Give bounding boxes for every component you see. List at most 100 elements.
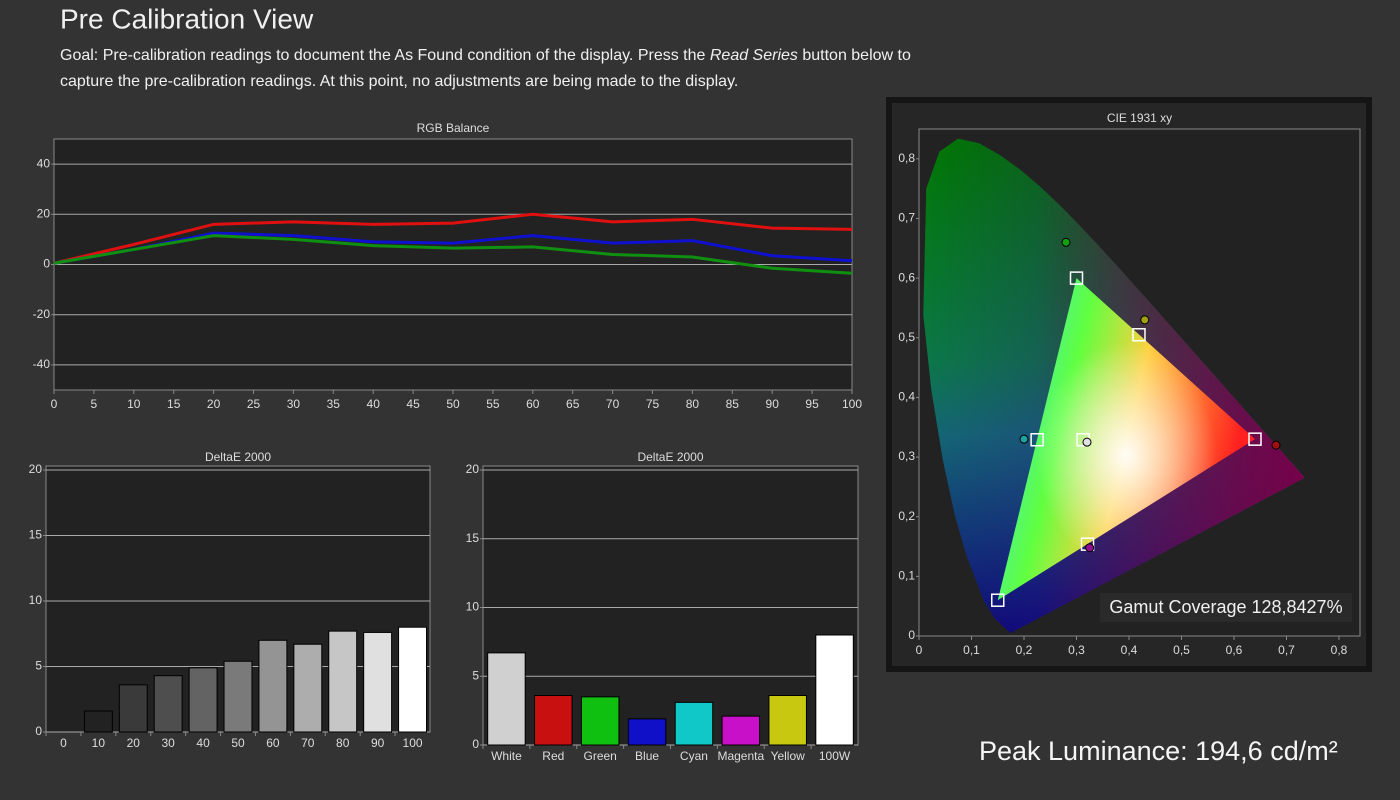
x-tick-label: 100 [842, 397, 862, 411]
x-tick-label: 0 [916, 643, 923, 657]
chart-title: CIE 1931 xy [1107, 111, 1172, 125]
x-tick-label: 50 [446, 397, 460, 411]
measured-point [1271, 440, 1281, 450]
x-tick-label: 75 [646, 397, 660, 411]
target-point [991, 593, 1005, 607]
x-tick-label: 5 [91, 397, 98, 411]
y-tick-label: 0 [43, 257, 50, 271]
goal-text-part: Goal: Pre-calibration readings to docume… [60, 47, 710, 64]
y-tick-label: -40 [33, 357, 51, 371]
chart-title: DeltaE 2000 [205, 450, 271, 464]
bar [363, 631, 393, 733]
y-tick-label: 0,2 [898, 509, 915, 523]
peak-luminance: Peak Luminance: 194,6 cd/m² [979, 736, 1338, 766]
bar [328, 630, 358, 733]
goal-text: Goal: Pre-calibration readings to docume… [60, 47, 911, 64]
y-tick-label: 0,4 [898, 390, 915, 404]
x-tick-label: 55 [486, 397, 500, 411]
goal-text: capture the pre-calibration readings. At… [60, 73, 738, 90]
bar [223, 660, 253, 733]
bar [487, 652, 526, 746]
x-tick-label: 25 [247, 397, 261, 411]
bar [768, 695, 807, 746]
x-tick-label: 95 [805, 397, 819, 411]
x-tick-label: Red [542, 749, 564, 763]
x-tick-label: 0,7 [1278, 643, 1295, 657]
x-tick-label: 20 [127, 736, 141, 750]
y-tick-label: 0,6 [898, 270, 915, 284]
y-tick-label: 0 [472, 737, 479, 751]
x-tick-label: 20 [207, 397, 221, 411]
bar [153, 675, 183, 733]
y-tick-label: 0,8 [898, 151, 915, 165]
y-tick-label: 10 [466, 600, 480, 614]
y-tick-label: 0,1 [898, 569, 915, 583]
measured-point [1019, 434, 1029, 444]
target-point [1030, 433, 1044, 447]
y-tick-label: 0 [35, 724, 42, 738]
y-tick-label: 0,3 [898, 449, 915, 463]
x-tick-label: 70 [301, 736, 315, 750]
y-tick-label: -20 [33, 307, 51, 321]
target-point [1132, 328, 1146, 342]
series-line [53, 212, 853, 265]
x-tick-label: 100 [403, 736, 423, 750]
bar [293, 643, 323, 733]
y-tick-label: 40 [37, 156, 51, 170]
y-tick-label: 0 [908, 628, 915, 642]
x-tick-label: 0,4 [1121, 643, 1138, 657]
x-tick-label: 60 [526, 397, 540, 411]
chart-title: RGB Balance [417, 121, 490, 135]
x-tick-label: 0,8 [1331, 643, 1348, 657]
x-tick-label: 30 [162, 736, 176, 750]
chart-title: DeltaE 2000 [637, 450, 703, 464]
x-tick-label: White [491, 749, 522, 763]
measured-point [1082, 437, 1092, 447]
y-tick-label: 20 [37, 206, 51, 220]
measured-point [1061, 237, 1071, 247]
y-tick-label: 15 [29, 528, 43, 542]
x-tick-label: Cyan [680, 749, 708, 763]
x-tick-label: 40 [196, 736, 210, 750]
gamut-triangle-white [997, 278, 1255, 601]
y-tick-label: 0,7 [898, 211, 915, 225]
series-line [53, 234, 853, 275]
x-tick-label: 100W [819, 749, 851, 763]
x-tick-label: 80 [686, 397, 700, 411]
x-tick-label: 0,3 [1068, 643, 1085, 657]
x-tick-label: 0,6 [1226, 643, 1243, 657]
bar [398, 626, 428, 733]
annotation-box [1100, 593, 1352, 622]
x-tick-label: 0 [60, 736, 67, 750]
y-tick-label: 15 [466, 531, 480, 545]
bar [188, 667, 218, 733]
goal-text-emphasis: Read Series [710, 47, 798, 64]
bar [118, 684, 148, 733]
bar [815, 634, 854, 746]
x-tick-label: 90 [371, 736, 385, 750]
y-tick-label: 5 [35, 659, 42, 673]
measured-point [1085, 543, 1095, 553]
x-tick-label: 30 [287, 397, 301, 411]
goal-text-part: button below to [798, 47, 911, 64]
bar [627, 718, 667, 746]
measured-point [1140, 315, 1150, 325]
y-tick-label: 0,5 [898, 330, 915, 344]
x-tick-label: Green [584, 749, 617, 763]
x-tick-label: 65 [566, 397, 580, 411]
gamut-coverage: Gamut Coverage 128,8427% [1109, 597, 1342, 617]
x-tick-label: Yellow [771, 749, 806, 763]
bar [721, 715, 761, 746]
x-tick-label: 90 [766, 397, 780, 411]
x-tick-label: 0,5 [1173, 643, 1190, 657]
x-tick-label: 0 [51, 397, 58, 411]
y-tick-label: 20 [29, 462, 43, 476]
x-tick-label: 0,1 [963, 643, 980, 657]
x-tick-label: Magenta [717, 749, 764, 763]
bar [83, 710, 113, 733]
x-tick-label: Blue [635, 749, 659, 763]
x-tick-label: 10 [127, 397, 141, 411]
series-line [53, 231, 853, 265]
x-tick-label: 80 [336, 736, 350, 750]
